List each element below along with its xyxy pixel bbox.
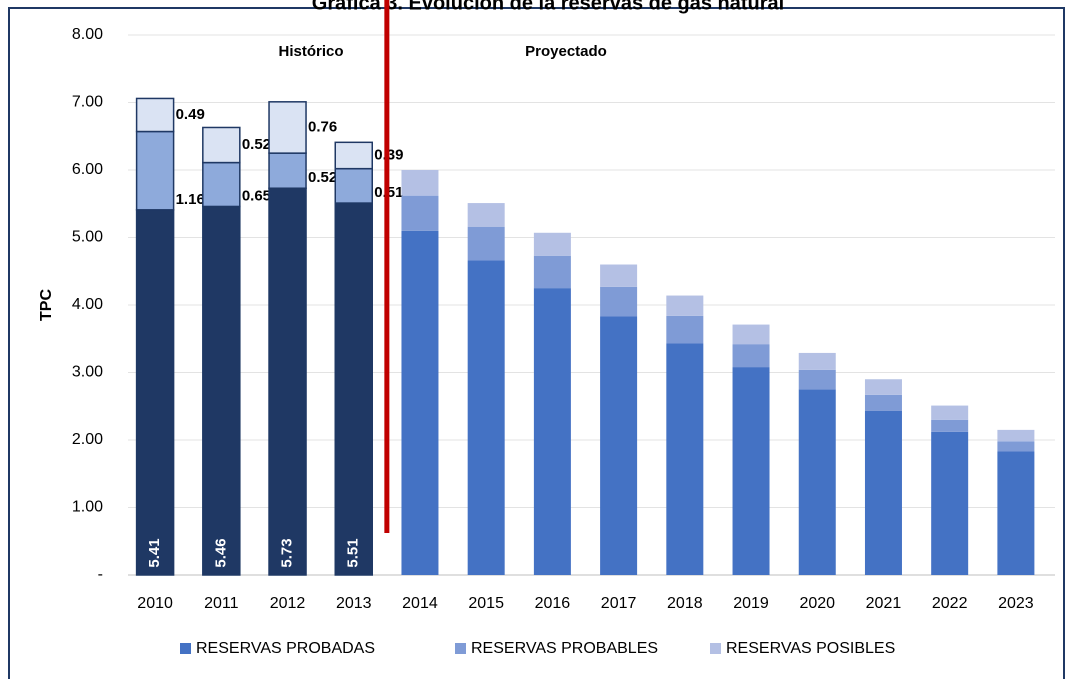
- bar-segment: [533, 288, 571, 575]
- legend-label: RESERVAS POSIBLES: [726, 640, 895, 657]
- x-tick-label: 2014: [402, 595, 438, 612]
- x-tick-label: 2016: [535, 595, 571, 612]
- value-label: 5.73: [279, 538, 296, 567]
- bar-segment: [666, 295, 704, 316]
- x-tick-label: 2017: [601, 595, 637, 612]
- x-tick-label: 2020: [799, 595, 835, 612]
- bar-segment: [268, 152, 307, 189]
- bar-segment: [334, 141, 373, 170]
- y-tick-label: 1.00: [72, 499, 103, 516]
- x-tick-label: 2018: [667, 595, 703, 612]
- bar-segment: [931, 405, 969, 420]
- bar-segment: [864, 394, 902, 411]
- legend-swatch: [710, 643, 721, 654]
- y-axis-label: TPC: [38, 289, 55, 321]
- value-label: 1.16: [176, 191, 205, 208]
- bar-segment: [533, 232, 571, 256]
- bar-segment: [202, 126, 241, 164]
- bar-segment: [135, 97, 175, 133]
- value-label: 5.41: [146, 538, 163, 567]
- x-tick-label: 2010: [137, 595, 173, 612]
- y-tick-label: 7.00: [72, 94, 103, 111]
- bar-segment: [864, 410, 902, 575]
- bar-segment: [798, 389, 836, 575]
- y-tick-label: 4.00: [72, 296, 103, 313]
- x-tick-label: 2013: [336, 595, 372, 612]
- bar-segment: [798, 369, 836, 390]
- x-tick-label: 2012: [270, 595, 306, 612]
- bar-segment: [334, 202, 373, 576]
- bar-segment: [997, 441, 1035, 452]
- grid: [128, 34, 1055, 576]
- x-tick-label: 2015: [468, 595, 504, 612]
- value-label: 0.49: [176, 106, 205, 123]
- bar-segment: [997, 451, 1035, 575]
- legend-swatch: [455, 643, 466, 654]
- bar-segment: [467, 226, 505, 261]
- bar-segment: [533, 255, 571, 289]
- x-tick-label: 2022: [932, 595, 968, 612]
- bar-segment: [202, 161, 241, 208]
- y-tick-label: 5.00: [72, 229, 103, 246]
- bar-segment: [401, 230, 439, 575]
- bar-segment: [135, 209, 175, 576]
- chart-title: Gráfica 3. Evolución de la reservas de g…: [312, 0, 784, 14]
- bar-segment: [467, 260, 505, 575]
- annotation: Histórico: [278, 43, 343, 60]
- bar-segment: [798, 352, 836, 370]
- bar-segment: [600, 286, 638, 317]
- bar-segment: [135, 130, 175, 211]
- value-label: 0.52: [308, 169, 337, 186]
- bar-segment: [268, 187, 307, 576]
- bar-segment: [268, 101, 307, 154]
- bar-segment: [931, 431, 969, 575]
- bar-segment: [600, 264, 638, 287]
- bar-segment: [401, 195, 439, 231]
- x-tick-label: 2023: [998, 595, 1034, 612]
- bar-segment: [467, 203, 505, 227]
- bar-segment: [931, 419, 969, 432]
- legend-swatch: [180, 643, 191, 654]
- y-tick-label: -: [98, 566, 103, 583]
- bar-segment: [864, 379, 902, 395]
- frame: [8, 7, 1065, 679]
- bar-segment: [732, 344, 770, 368]
- bar-segment: [666, 343, 704, 575]
- bar-segment: [732, 324, 770, 345]
- y-tick-label: 2.00: [72, 431, 103, 448]
- y-tick-label: 3.00: [72, 364, 103, 381]
- bar-segment: [732, 367, 770, 575]
- bar-segment: [997, 429, 1035, 442]
- y-tick-label: 8.00: [72, 26, 103, 43]
- legend-label: RESERVAS PROBABLES: [471, 640, 658, 657]
- y-tick-label: 6.00: [72, 161, 103, 178]
- value-label: 5.46: [212, 538, 229, 567]
- x-tick-label: 2019: [733, 595, 769, 612]
- value-label: 5.51: [345, 538, 362, 567]
- x-tick-label: 2011: [204, 595, 239, 612]
- value-label: 0.76: [308, 118, 337, 135]
- bar-segment: [334, 167, 373, 204]
- value-label: 0.52: [242, 136, 271, 153]
- bar-segment: [666, 315, 704, 344]
- value-label: 0.65: [242, 187, 271, 204]
- legend-label: RESERVAS PROBADAS: [196, 640, 375, 657]
- bar-segment: [202, 205, 241, 576]
- bar-segment: [600, 316, 638, 575]
- x-tick-label: 2021: [866, 595, 902, 612]
- annotation: Proyectado: [525, 43, 607, 60]
- bar-segment: [401, 170, 439, 196]
